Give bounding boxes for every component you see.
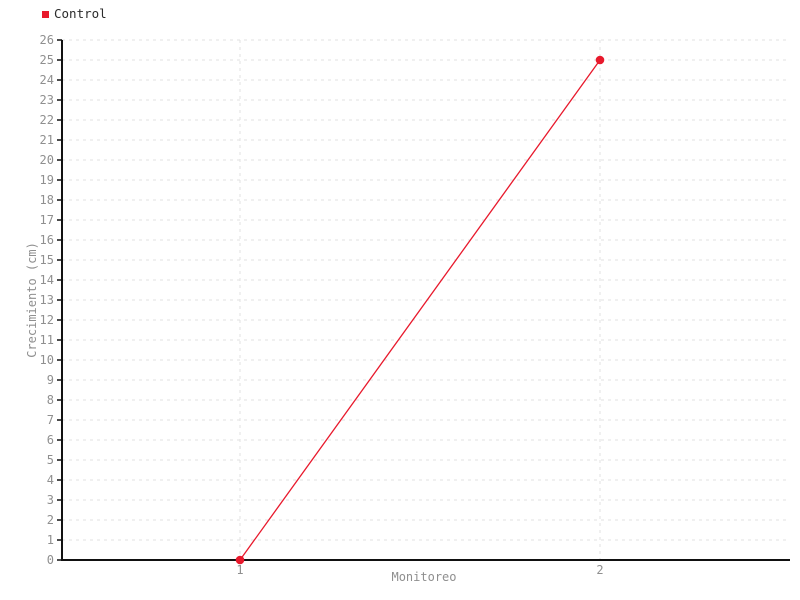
y-tick-label: 9 (47, 373, 54, 387)
y-tick-label: 3 (47, 493, 54, 507)
y-tick-label: 22 (40, 113, 54, 127)
y-tick-label: 18 (40, 193, 54, 207)
y-tick-label: 21 (40, 133, 54, 147)
y-tick-label: 19 (40, 173, 54, 187)
x-axis-label: Monitoreo (391, 570, 456, 584)
y-tick-label: 4 (47, 473, 54, 487)
y-tick-label: 2 (47, 513, 54, 527)
y-tick-label: 6 (47, 433, 54, 447)
y-tick-label: 26 (40, 33, 54, 47)
y-tick-label: 8 (47, 393, 54, 407)
data-point[interactable] (595, 55, 605, 65)
y-axis-ticks: 0123456789101112131415161718192021222324… (40, 33, 62, 567)
data-point[interactable] (235, 555, 245, 565)
y-tick-label: 1 (47, 533, 54, 547)
series-line (239, 59, 601, 561)
y-tick-label: 25 (40, 53, 54, 67)
y-tick-label: 10 (40, 353, 54, 367)
legend: Control (42, 7, 107, 21)
y-tick-label: 16 (40, 233, 54, 247)
legend-label: Control (54, 6, 107, 21)
legend-swatch (42, 10, 49, 18)
y-tick-label: 15 (40, 253, 54, 267)
y-tick-label: 7 (47, 413, 54, 427)
y-tick-label: 5 (47, 453, 54, 467)
series-group (235, 55, 605, 565)
gridlines (62, 39, 790, 560)
y-tick-label: 12 (40, 313, 54, 327)
x-tick-label: 1 (236, 563, 243, 577)
y-tick-label: 20 (40, 153, 54, 167)
legend-item-control[interactable]: Control (42, 7, 107, 21)
y-tick-label: 24 (40, 73, 54, 87)
y-tick-label: 0 (47, 553, 54, 567)
y-tick-label: 23 (40, 93, 54, 107)
y-tick-label: 11 (40, 333, 54, 347)
y-tick-label: 13 (40, 293, 54, 307)
y-axis-label: Crecimiento (cm) (25, 242, 39, 358)
y-tick-label: 17 (40, 213, 54, 227)
y-tick-label: 14 (40, 273, 54, 287)
x-tick-label: 2 (596, 563, 603, 577)
